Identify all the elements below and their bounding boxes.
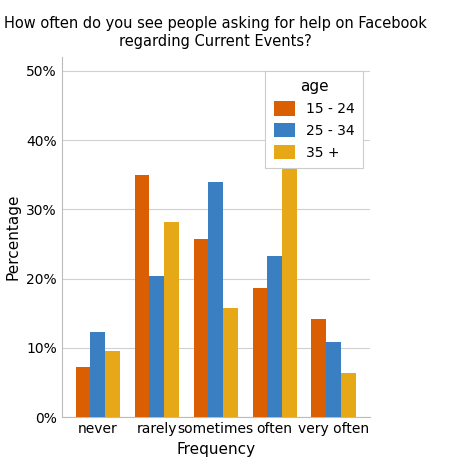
- X-axis label: Frequency: Frequency: [176, 442, 255, 456]
- Bar: [135, 174, 149, 417]
- Legend: 15 - 24, 25 - 34, 35 +: 15 - 24, 25 - 34, 35 +: [265, 71, 363, 168]
- Title: How often do you see people asking for help on Facebook
regarding Current Events: How often do you see people asking for h…: [4, 17, 427, 49]
- Bar: [193, 239, 208, 417]
- Bar: [105, 351, 120, 417]
- Bar: [223, 308, 238, 417]
- Bar: [311, 319, 326, 417]
- Bar: [164, 222, 179, 417]
- Bar: [91, 332, 105, 417]
- Bar: [326, 342, 341, 417]
- Y-axis label: Percentage: Percentage: [6, 194, 20, 280]
- Bar: [341, 373, 356, 417]
- Bar: [267, 255, 282, 417]
- Bar: [253, 288, 267, 417]
- Bar: [208, 182, 223, 417]
- Bar: [149, 276, 164, 417]
- Bar: [76, 367, 91, 417]
- Bar: [282, 135, 297, 417]
